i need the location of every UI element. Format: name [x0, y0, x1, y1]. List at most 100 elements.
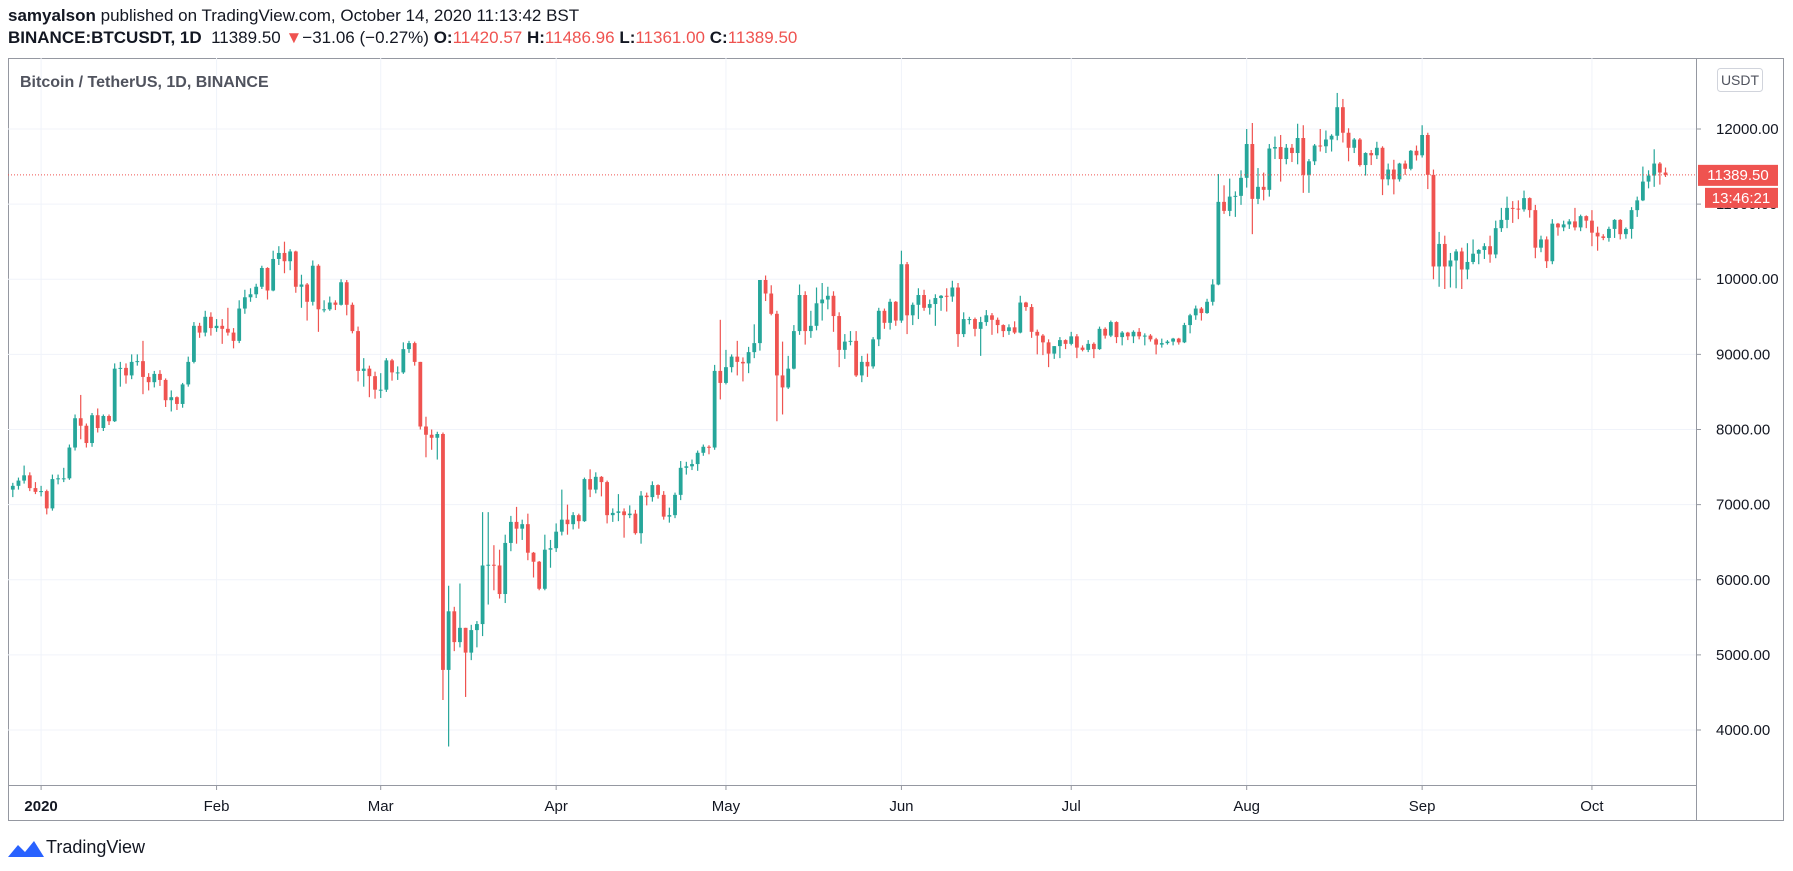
candle-body: [1465, 261, 1470, 270]
candle-body: [627, 513, 632, 516]
h-key: H:: [526, 28, 545, 47]
y-tick-label: 7000.00: [1716, 497, 1770, 514]
change: −31.06 (−0.27%): [302, 28, 429, 47]
candle-body: [605, 482, 609, 516]
candle-body: [1125, 332, 1130, 337]
candle-body: [803, 295, 808, 332]
candle-body: [259, 267, 264, 287]
candle-body: [1431, 174, 1436, 267]
candle-body: [1205, 301, 1209, 314]
candle-body: [401, 349, 406, 373]
candle-body: [848, 340, 853, 342]
candle-body: [1635, 200, 1640, 211]
candle-body: [995, 319, 1000, 326]
last: 11389.50: [211, 28, 281, 47]
candle-body: [1442, 243, 1447, 267]
candle-body: [322, 309, 326, 311]
high: 11486.96: [544, 28, 615, 47]
y-tick-label: 5000.00: [1716, 647, 1770, 664]
candle-body: [1318, 145, 1323, 147]
candle-body: [978, 322, 983, 329]
candle-body: [893, 301, 898, 321]
candle-body: [339, 282, 343, 305]
candle-body: [1550, 223, 1555, 262]
candle-body: [1091, 343, 1096, 350]
low: 11361.00: [635, 28, 706, 47]
candle-body: [1131, 331, 1136, 337]
candle-body: [141, 361, 145, 377]
candle-body: [463, 627, 468, 653]
candle-body: [576, 515, 581, 522]
candle-body: [1256, 186, 1260, 199]
candle-body: [1505, 207, 1509, 220]
candle-body: [180, 384, 185, 404]
candle-body: [288, 251, 293, 262]
x-tick-label: Oct: [1580, 798, 1604, 815]
candle-body: [1482, 246, 1487, 250]
candle-body: [842, 341, 847, 350]
candle-body: [956, 287, 960, 335]
candle-body: [1601, 236, 1606, 238]
candle-body: [129, 361, 134, 376]
candle-body: [508, 521, 513, 543]
candle-body: [169, 397, 174, 401]
candle-body: [1578, 216, 1583, 228]
candle-body: [1510, 207, 1515, 209]
author[interactable]: samyalson: [8, 6, 96, 25]
candle-body: [112, 368, 117, 422]
candle-body: [1154, 339, 1159, 345]
candle-body: [899, 264, 904, 321]
candle-body: [446, 611, 451, 670]
candle-body: [554, 531, 559, 549]
candle-body: [1058, 340, 1062, 347]
candles: [10, 92, 1668, 747]
y-tick-label: 12000.00: [1716, 121, 1779, 138]
currency-box[interactable]: [1717, 68, 1763, 92]
candle-body: [1657, 163, 1662, 173]
candle-body: [769, 293, 774, 314]
l-key: L:: [619, 28, 636, 47]
candle-body: [1210, 284, 1215, 302]
candle-body: [1646, 175, 1651, 182]
candle-body: [814, 303, 819, 326]
candle-body: [1414, 150, 1419, 156]
candle-body: [1499, 219, 1504, 229]
candle-body: [758, 279, 762, 344]
candle-body: [412, 343, 417, 362]
candle-body: [73, 418, 77, 448]
candle-body: [1041, 335, 1045, 343]
candle-body: [22, 475, 27, 481]
candle-body: [1363, 153, 1368, 166]
candle-body: [1346, 132, 1351, 148]
candle-body: [1165, 341, 1170, 344]
candle-body: [1352, 139, 1357, 148]
candle-body: [1007, 327, 1011, 332]
x-tick-label: 2020: [24, 798, 57, 815]
candle-body: [452, 611, 457, 643]
candle-body: [1301, 138, 1306, 175]
candle-body: [1640, 181, 1645, 201]
candle-body: [1335, 107, 1340, 136]
candle-body: [407, 343, 411, 350]
chart-title: Bitcoin / TetherUS, 1D, BINANCE: [20, 74, 269, 91]
currency[interactable]: USDT: [1721, 72, 1760, 88]
candle-body: [441, 434, 445, 670]
candle-body: [192, 325, 196, 362]
candle-body: [497, 565, 502, 595]
candle-body: [791, 331, 796, 369]
candle-body: [1012, 327, 1017, 333]
candle-body: [1341, 107, 1345, 133]
candle-body: [537, 561, 542, 589]
candle-body: [492, 564, 496, 566]
candle-body: [718, 370, 723, 383]
candle-body: [825, 295, 830, 300]
candle-body: [197, 325, 202, 333]
candle-body: [588, 479, 593, 490]
candle-body: [163, 379, 168, 401]
candle-body: [90, 415, 94, 444]
candle-body: [1476, 249, 1481, 254]
candle-body: [650, 485, 655, 498]
candle-body: [831, 295, 836, 317]
candle-body: [622, 511, 626, 516]
candle-body: [984, 315, 989, 323]
